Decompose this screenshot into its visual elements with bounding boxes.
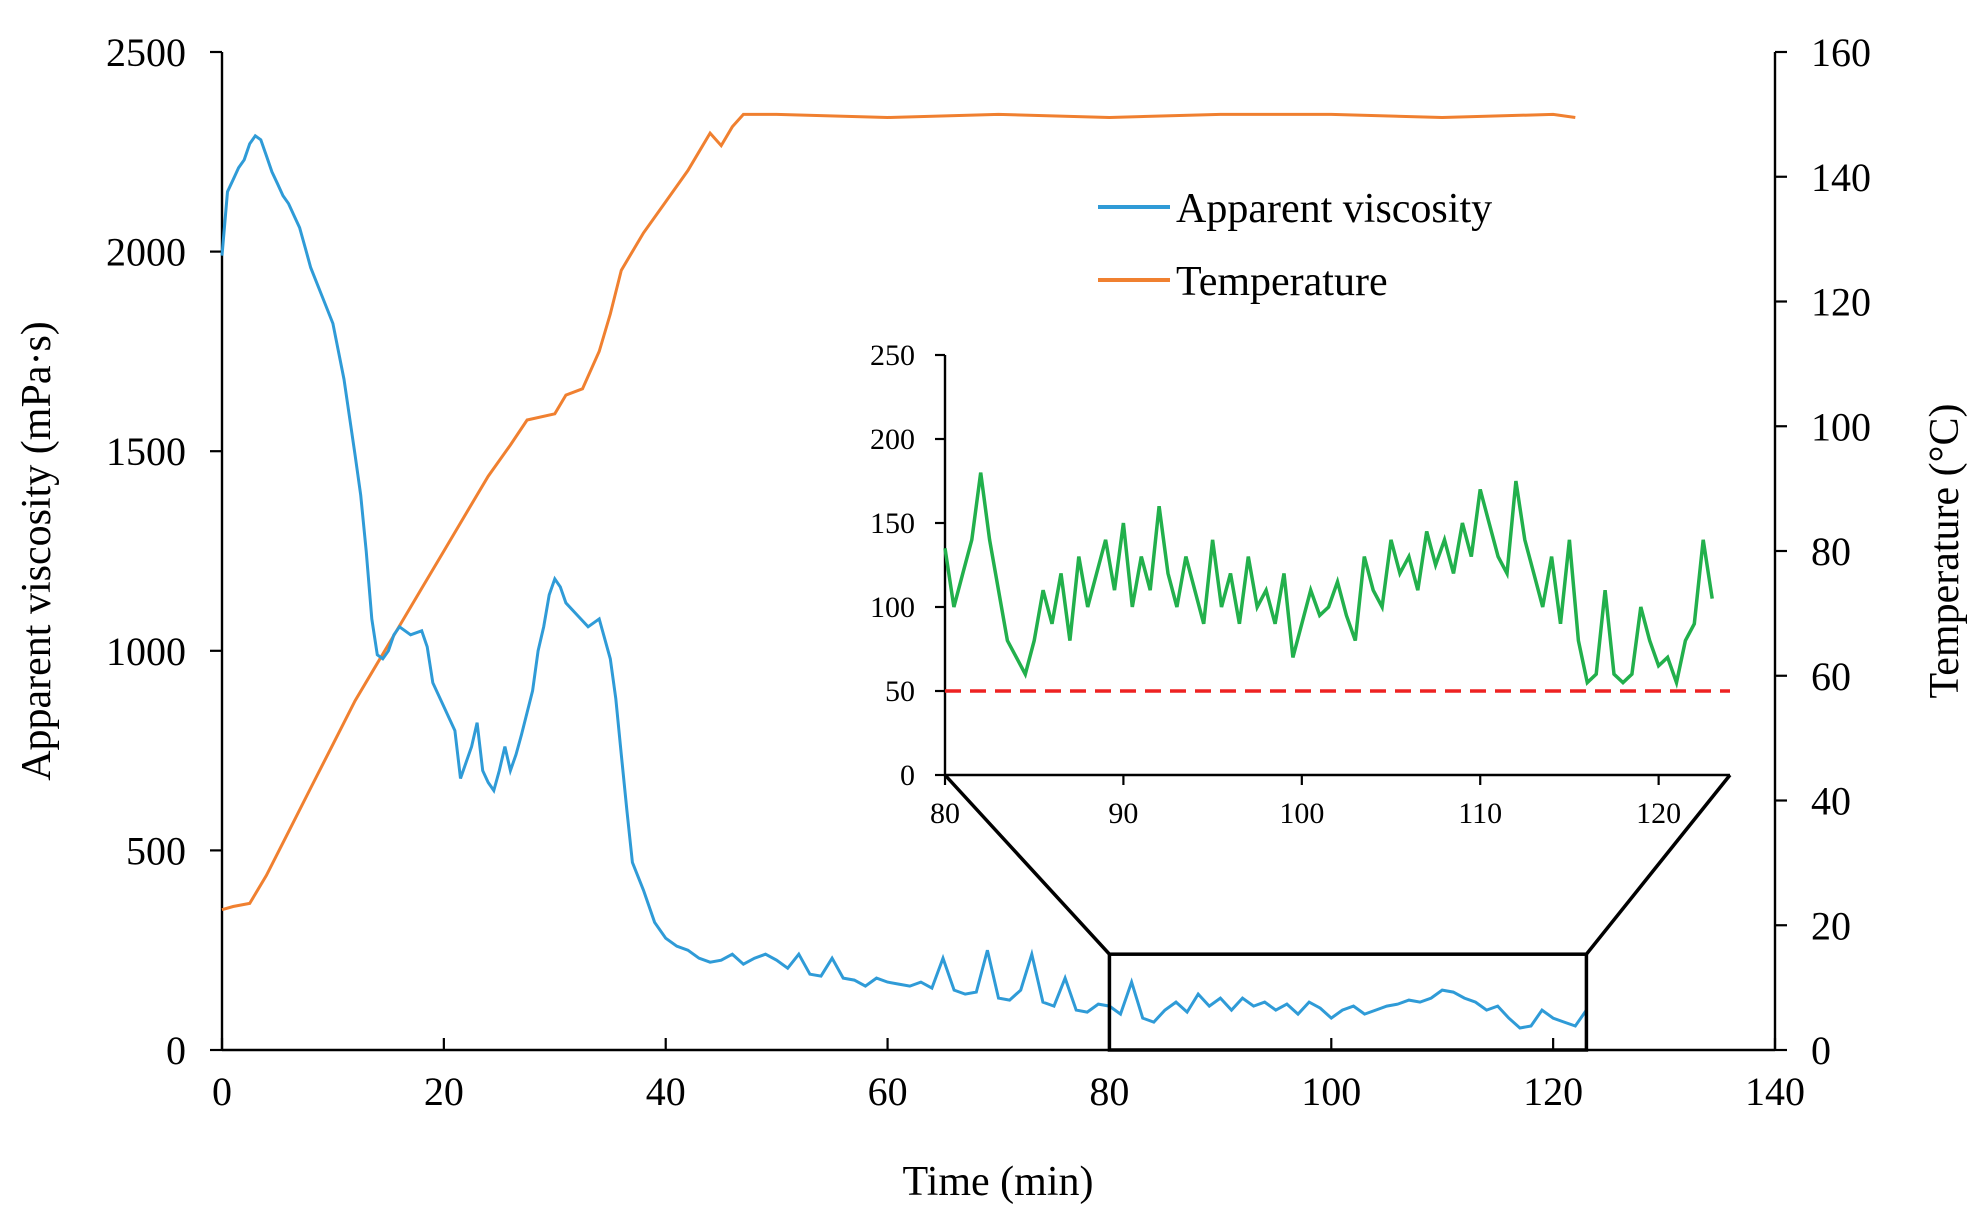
inset-y-tick-label: 250 [870, 339, 915, 372]
left-y-tick-label: 2000 [106, 230, 186, 275]
zoom-connector-left [943, 773, 1111, 956]
x-tick-label: 0 [212, 1069, 232, 1114]
x-tick-label: 20 [424, 1069, 464, 1114]
inset-x-tick-label: 100 [1279, 797, 1324, 830]
x-axis-title: Time (min) [903, 1159, 1094, 1205]
inset-y-axis-ticks: 0 50 100 150 200 250 [870, 339, 945, 792]
inset-y-tick-label: 100 [870, 591, 915, 624]
inset-y-tick-label: 0 [900, 759, 915, 792]
left-y-tick-label: 500 [126, 828, 186, 873]
right-y-tick-label: 60 [1811, 654, 1851, 699]
inset-series-line [943, 472, 1714, 690]
right-y-tick-label: 80 [1811, 529, 1851, 574]
right-y-tick-label: 0 [1811, 1028, 1831, 1073]
x-tick-label: 140 [1745, 1069, 1805, 1114]
viscosity-series-line [220, 133, 1588, 1030]
right-y-axis-ticks: 0 20 40 60 80 100 120 140 160 [1775, 30, 1871, 1073]
right-y-axis-title: Temperature (°C) [1922, 404, 1968, 699]
inset-y-tick-label: 50 [885, 675, 915, 708]
zoom-connector-right [1585, 773, 1732, 956]
zoom-box [1107, 952, 1589, 1052]
legend-label-temperature: Temperature [1176, 259, 1388, 305]
right-y-tick-label: 160 [1811, 30, 1871, 75]
left-y-axis-title: Apparent viscosity (mPa·s) [14, 321, 60, 781]
inset-x-tick-label: 90 [1108, 797, 1138, 830]
right-y-tick-label: 140 [1811, 155, 1871, 200]
inset-x-tick-label: 110 [1458, 797, 1502, 830]
inset-x-tick-label: 120 [1636, 797, 1681, 830]
inset-y-tick-label: 200 [870, 423, 915, 456]
legend-label-viscosity: Apparent viscosity [1176, 186, 1492, 232]
temperature-series-line [221, 112, 1576, 912]
inset-x-axis-ticks: 80 90 100 110 120 [930, 775, 1681, 830]
x-tick-label: 80 [1089, 1069, 1129, 1114]
x-tick-label: 100 [1301, 1069, 1361, 1114]
right-y-tick-label: 20 [1811, 903, 1851, 948]
x-axis-ticks: 0 20 40 60 80 100 120 140 [212, 1038, 1805, 1114]
right-y-tick-label: 120 [1811, 280, 1871, 325]
left-y-tick-label: 1500 [106, 429, 186, 474]
x-tick-label: 120 [1523, 1069, 1583, 1114]
left-y-tick-label: 0 [166, 1028, 186, 1073]
left-y-tick-label: 2500 [106, 30, 186, 75]
right-y-tick-label: 40 [1811, 779, 1851, 824]
right-y-tick-label: 100 [1811, 404, 1871, 449]
inset-y-tick-label: 150 [870, 507, 915, 540]
inset-x-tick-label: 80 [930, 797, 960, 830]
x-tick-label: 60 [868, 1069, 908, 1114]
left-y-axis-ticks: 0 500 1000 1500 2000 2500 [106, 30, 222, 1073]
legend: Apparent viscosity Temperature [1098, 186, 1492, 305]
left-y-tick-label: 1000 [106, 629, 186, 674]
inset-chart: 80 90 100 110 120 0 50 100 150 200 250 [870, 339, 1730, 830]
x-tick-label: 40 [646, 1069, 686, 1114]
